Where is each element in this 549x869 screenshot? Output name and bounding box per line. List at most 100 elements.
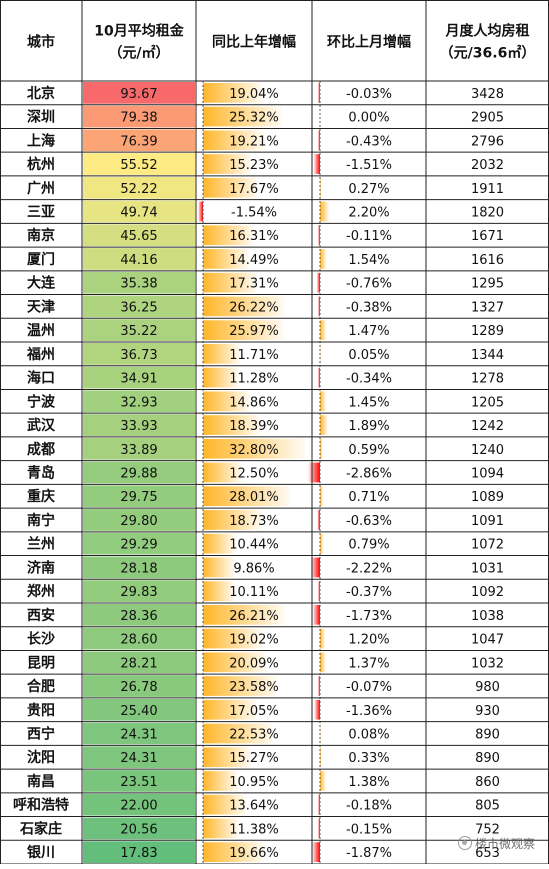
yoy-value: 11.38%	[229, 822, 279, 837]
rent-cell	[83, 437, 195, 460]
per-capita-value: 1089	[471, 490, 504, 505]
rent-cell	[83, 675, 195, 697]
mom-value: 0.79%	[348, 538, 389, 553]
rent-value: 36.73	[120, 348, 157, 363]
city-label: 深圳	[27, 109, 55, 126]
per-capita-value: 2905	[471, 111, 504, 126]
city-label: 济南	[27, 559, 55, 576]
yoy-value: 18.39%	[229, 419, 279, 434]
rent-cell	[83, 224, 195, 247]
city-label: 三亚	[27, 205, 55, 221]
yoy-value: 17.31%	[229, 277, 279, 292]
rent-value: 55.52	[120, 158, 157, 173]
mom-bar	[320, 438, 323, 459]
city-label: 合肥	[27, 678, 55, 695]
yoy-value: 10.44%	[229, 538, 279, 553]
rent-value: 93.67	[120, 87, 157, 102]
city-label: 西安	[27, 607, 55, 624]
mom-value: -0.03%	[346, 87, 392, 102]
per-capita-value: 2796	[471, 134, 504, 149]
yoy-bar	[203, 296, 285, 317]
city-label: 贵阳	[27, 702, 55, 719]
yoy-bar	[203, 249, 249, 269]
header-label: 月度人均房租	[445, 23, 530, 40]
rent-cell	[83, 366, 195, 389]
yoy-bar	[203, 154, 251, 174]
per-capita-value: 1092	[471, 585, 504, 600]
mom-bar	[312, 842, 320, 862]
mom-bar	[320, 201, 330, 222]
mom-value: -1.51%	[346, 158, 392, 173]
yoy-value: 25.32%	[229, 111, 279, 126]
per-capita-value: 1344	[471, 348, 504, 363]
mom-bar	[318, 83, 320, 103]
header-label: 城市	[27, 34, 55, 51]
rent-value: 45.65	[120, 229, 157, 244]
yoy-value: 18.73%	[229, 514, 279, 529]
per-capita-value: 2032	[471, 158, 504, 173]
city-label: 长沙	[27, 631, 55, 648]
mom-bar	[320, 486, 323, 507]
rent-cell	[83, 746, 195, 769]
yoy-bar	[203, 177, 258, 198]
mom-bar	[318, 296, 320, 317]
mom-bar	[318, 794, 320, 815]
per-capita-value: 1295	[471, 277, 504, 292]
per-capita-value: 1091	[471, 514, 504, 529]
city-label: 银川	[27, 844, 55, 861]
mom-bar	[318, 130, 320, 151]
yoy-value: 12.50%	[229, 467, 279, 482]
rent-value: 29.88	[120, 467, 157, 482]
yoy-bar	[203, 818, 239, 839]
mom-value: -0.38%	[346, 300, 392, 315]
yoy-bar	[203, 557, 234, 578]
yoy-bar	[203, 320, 284, 340]
rent-cell	[83, 390, 195, 413]
yoy-bar	[203, 581, 235, 601]
watermark-text: 楼市微观察	[475, 836, 536, 851]
mom-bar	[320, 320, 327, 340]
mom-bar	[308, 462, 320, 483]
yoy-value: 17.05%	[229, 704, 279, 719]
city-label: 青岛	[27, 465, 55, 482]
rent-cell	[83, 817, 195, 840]
yoy-bar	[203, 130, 263, 151]
mom-value: -0.15%	[346, 822, 392, 837]
yoy-value: 28.01%	[229, 490, 279, 505]
mom-value: 0.00%	[348, 111, 389, 126]
rent-value: 52.22	[120, 182, 157, 197]
rent-value: 28.60	[120, 633, 157, 648]
rent-cell	[83, 770, 195, 792]
mom-bar	[318, 676, 320, 696]
yoy-bar	[203, 438, 305, 459]
yoy-value: 17.67%	[229, 182, 279, 197]
per-capita-value: 3428	[471, 87, 504, 102]
per-capita-value: 1032	[471, 656, 504, 671]
city-label: 南京	[27, 227, 55, 244]
header-label: （元/㎡）	[108, 45, 169, 62]
city-label: 郑州	[27, 583, 55, 600]
rent-value: 17.83	[120, 846, 157, 861]
rent-value: 33.93	[120, 419, 157, 434]
yoy-value: 15.27%	[229, 751, 279, 766]
per-capita-value: 1242	[471, 419, 504, 434]
rent-value: 25.40	[120, 704, 157, 719]
rent-value: 20.56	[120, 822, 157, 837]
city-label: 杭州	[27, 156, 55, 173]
mom-value: 1.45%	[348, 395, 389, 410]
city-label: 石家庄	[19, 820, 62, 837]
mom-bar	[317, 510, 320, 530]
rent-cell	[83, 105, 195, 128]
rent-cell	[83, 556, 195, 579]
yoy-bar	[203, 794, 246, 815]
rent-value: 76.39	[120, 134, 157, 149]
rent-cell	[83, 509, 195, 531]
mom-bar	[318, 818, 320, 839]
yoy-value: 32.80%	[229, 443, 279, 458]
mom-bar	[313, 154, 320, 174]
yoy-value: 10.95%	[229, 775, 279, 790]
yoy-value: 10.11%	[229, 585, 279, 600]
rent-value: 36.25	[120, 300, 157, 315]
rent-cell	[83, 129, 195, 152]
